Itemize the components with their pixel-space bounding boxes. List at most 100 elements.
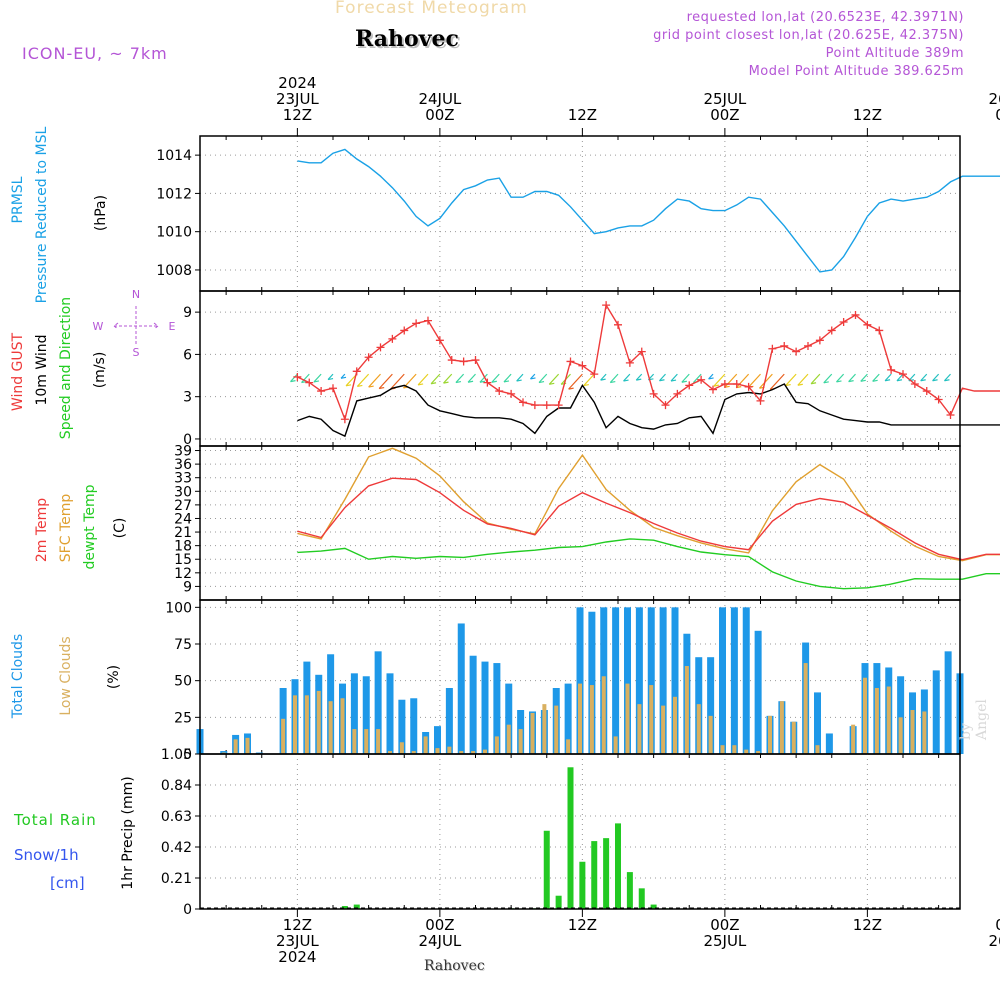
gust-marker [352,367,361,376]
bar-rain [341,906,348,909]
time-label-bottom: 2024 [278,948,316,966]
ytick-label: 1.05 [161,747,192,763]
bar-rain [650,904,657,909]
gust-marker [922,387,931,396]
bar-low-clouds [613,736,618,754]
bar-total-clouds [505,683,513,754]
wind-barb [290,373,298,383]
wind-barb [530,373,536,380]
wind-barb [356,373,370,387]
gust-marker [376,343,385,352]
gust-marker [934,395,943,404]
ytick-label: 18 [174,539,192,555]
bar-rain [615,823,621,909]
bar-low-clouds [447,746,452,754]
wind-barb-head [920,379,926,382]
wind-barb-head [872,379,878,382]
time-label-bottom: 25JUL [703,932,746,950]
time-label-bottom: 12Z [283,916,312,934]
gust-marker [910,380,919,388]
gust-marker [364,353,373,362]
wind-barb-head [430,382,437,385]
wind-barb [836,373,845,383]
bar-total-clouds [944,651,952,754]
time-label-top: 23JUL [276,90,319,108]
compass-rose [113,306,159,346]
time-label-bottom: 12Z [853,916,882,934]
wind-barb-head [549,382,555,385]
bar-total-clouds [374,651,382,754]
time-label-bottom: 24JUL [418,932,461,950]
gust-marker [471,356,480,365]
bar-low-clouds [435,748,440,754]
wind-barb [681,373,690,383]
gust-marker [863,320,872,329]
ylabel-prmsl: PRMSL [10,176,26,223]
wind-barb [810,373,821,385]
wind-barb-head [785,383,791,387]
bar-low-clouds [316,690,321,754]
wind-barb-head [568,387,574,390]
wind-barb-head [708,377,714,380]
bar-total-clouds [469,655,477,754]
time-label-top: 26JUL [988,90,1000,108]
wind-barb-head [340,376,347,379]
gust-marker [519,398,527,407]
bar-low-clouds [518,729,523,754]
gust-marker [566,357,575,366]
gust-marker [815,336,824,345]
bar-low-clouds [494,736,499,754]
bar-low-clouds [566,739,571,754]
gust-marker [827,326,836,335]
wind-barb [724,373,738,388]
time-label-bottom: 23JUL [276,932,319,950]
wind-barb-head [670,379,677,382]
gust-marker [459,357,468,366]
gust-marker [614,320,622,329]
bar-low-clouds [340,698,345,754]
panel-clouds: 0 25 50 75 100 [165,599,964,763]
bar-low-clouds [554,705,559,754]
time-label-top: 12Z [853,106,882,124]
time-label-top: 2024 [278,74,316,92]
gust-marker [649,389,658,398]
bar-total-clouds [742,607,750,754]
panel-frame [199,135,961,292]
compass-w: W [93,320,104,333]
ytick-label: 0.84 [161,778,192,794]
wind-barb-head [896,379,903,382]
ytick-label: 27 [174,498,192,514]
bar-rain [353,904,360,909]
wind-barb-head [455,380,462,384]
wind-barb [390,373,405,390]
wind-barb [378,373,393,389]
wind-barb [368,373,381,388]
wind-barb-head [467,380,474,383]
wind-barb-head [327,377,334,381]
bar-rain [567,767,574,909]
wind-barb-head [610,380,616,384]
bar-total-clouds [635,607,643,754]
bar-low-clouds [459,751,464,754]
wind-barb [860,373,868,382]
wind-barb [747,373,761,388]
bar-low-clouds [637,704,642,754]
bar-low-clouds [708,715,713,754]
gust-marker [780,341,789,350]
gust-marker [792,347,801,356]
wind-barb-head [836,380,842,383]
bar-total-clouds [671,607,679,754]
gust-marker [709,385,717,394]
series-2m-temp [297,477,1000,561]
series-10m-wind [297,383,1000,438]
gust-marker [530,401,539,410]
bar-total-clouds [825,733,833,754]
gust-marker [804,341,812,350]
bar-low-clouds [910,710,915,754]
bar-low-clouds [411,751,416,754]
wind-barb [327,373,334,380]
bar-total-clouds [932,670,940,754]
wind-barb [785,373,797,386]
ytick-label: 0 [183,902,192,918]
ytick-label: 39 [174,444,192,460]
